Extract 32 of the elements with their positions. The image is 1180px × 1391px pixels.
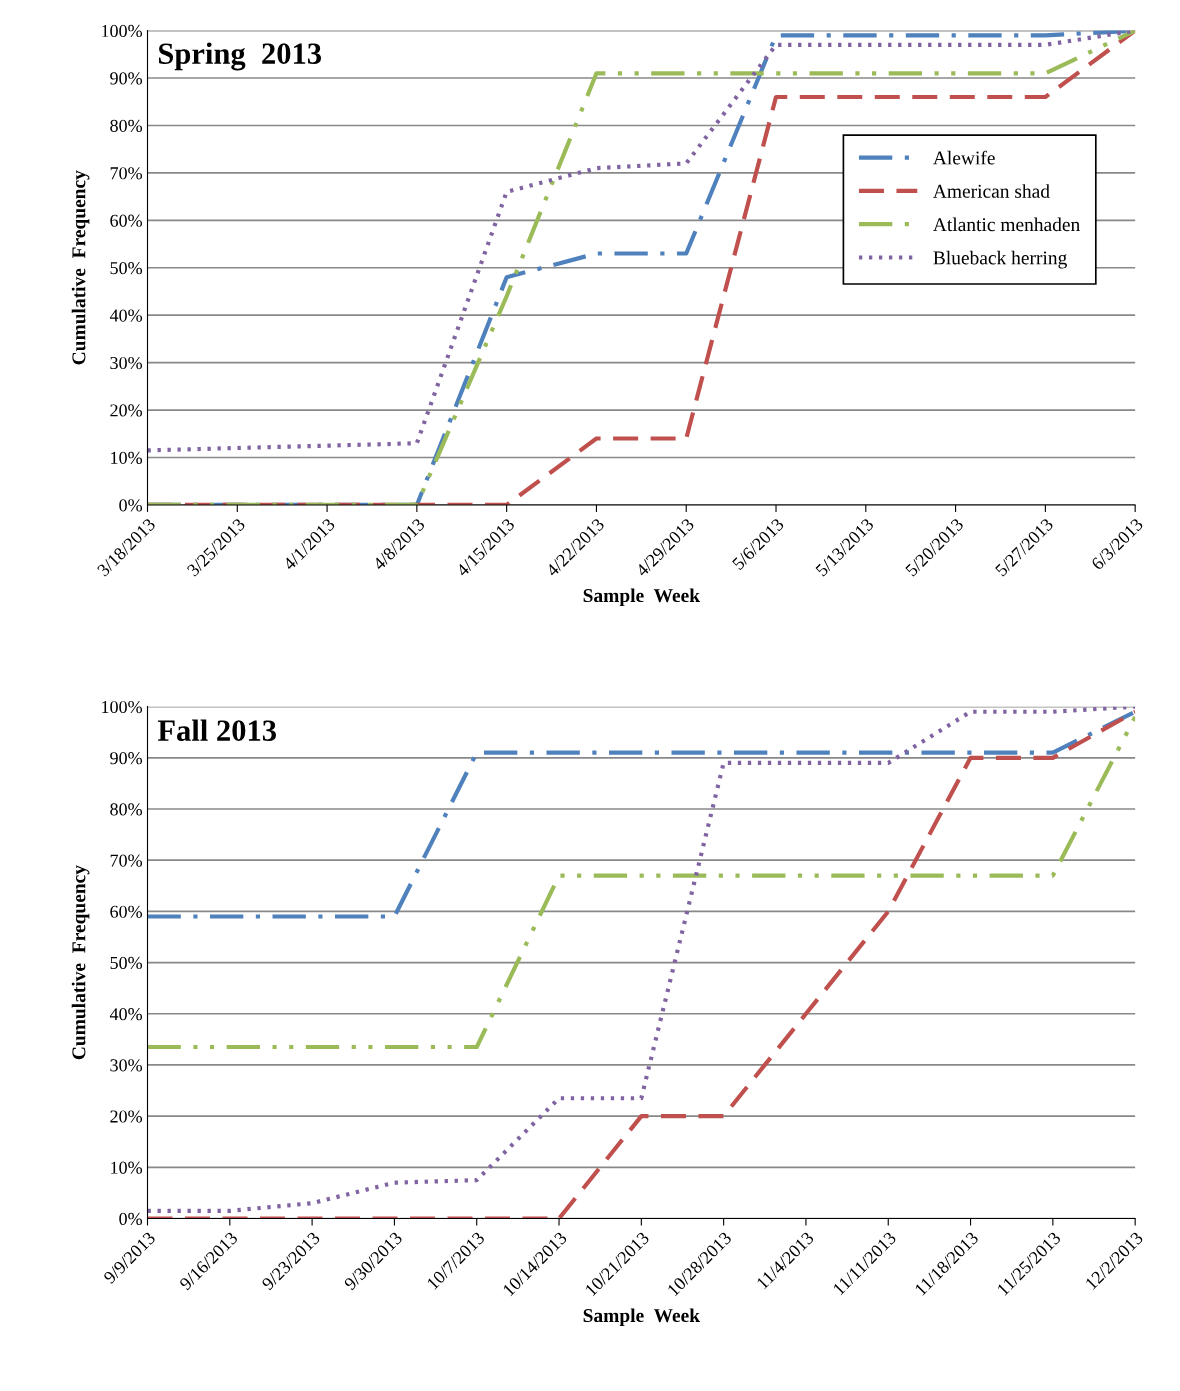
chart-title: Fall 2013	[157, 719, 276, 741]
y-tick-label: 10%	[111, 1161, 143, 1174]
legend-label: Atlantic menhaden	[933, 217, 1080, 232]
y-tick-label: 90%	[110, 72, 143, 85]
y-tick-label: 50%	[110, 262, 143, 275]
y-tick-label: 30%	[110, 356, 143, 370]
y-tick-label: 30%	[110, 1059, 143, 1072]
y-tick-label: 50%	[110, 956, 143, 970]
y-tick-label: 90%	[110, 752, 143, 765]
y-tick-label: 80%	[110, 803, 143, 816]
y-tick-label: 60%	[110, 905, 143, 918]
y-tick-label: 100%	[102, 700, 143, 714]
y-tick-label: 70%	[110, 854, 143, 867]
y-tick-label: 10%	[111, 451, 143, 464]
y-tick-label: 80%	[110, 119, 143, 132]
y-tick-label: 100%	[102, 24, 143, 38]
x-axis-title: Sample Week	[583, 1308, 701, 1327]
y-axis-title: Cumulative Frequency	[71, 170, 90, 365]
y-tick-label: 20%	[110, 404, 143, 417]
legend-label: American shad	[933, 184, 1050, 198]
chart-title: Spring 2013	[159, 42, 322, 71]
y-tick-label: 70%	[110, 167, 143, 180]
y-tick-label: 60%	[110, 214, 143, 227]
y-tick-label: 40%	[109, 309, 143, 322]
legend-label: Alewife	[933, 150, 995, 165]
y-tick-label: 0%	[119, 499, 143, 512]
y-tick-label: 20%	[110, 1110, 143, 1123]
y-tick-label: 0%	[119, 1212, 143, 1226]
y-tick-label: 40%	[109, 1008, 143, 1021]
y-axis-title: Cumulative Frequency	[71, 865, 90, 1060]
x-axis-title: Sample Week	[583, 588, 701, 607]
legend-label: Blueback herring	[933, 250, 1067, 269]
